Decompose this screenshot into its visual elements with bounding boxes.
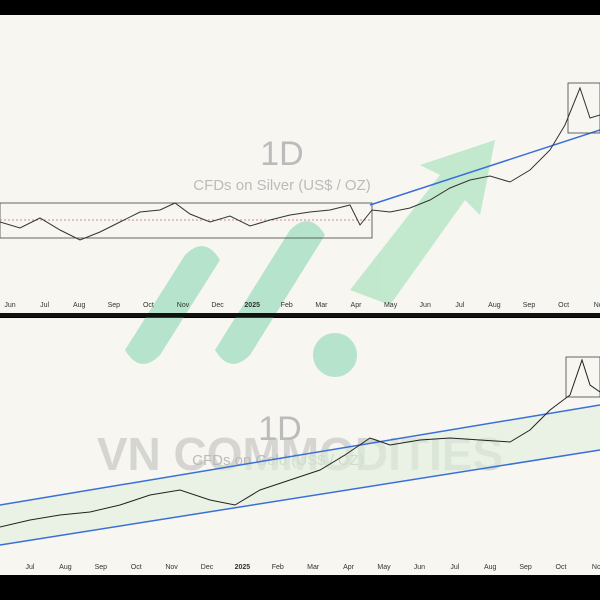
silver-interval: 1D <box>260 135 303 173</box>
month-label: Jul <box>40 302 49 309</box>
month-label: Jul <box>455 302 464 309</box>
month-label: May <box>384 302 398 309</box>
month-label: Jun <box>4 302 15 309</box>
month-label: Nov <box>177 302 190 309</box>
month-label: Mar <box>315 302 328 309</box>
month-label: No <box>592 564 600 571</box>
month-label: Oct <box>558 302 569 309</box>
month-label: Jun <box>420 302 431 309</box>
trend-line <box>369 129 600 206</box>
month-label: Mar <box>307 564 320 571</box>
month-label: Feb <box>281 302 293 309</box>
bottom-bar <box>0 575 600 600</box>
month-label: Jul <box>450 564 459 571</box>
month-label: Nov <box>165 564 178 571</box>
month-label: No <box>594 302 600 309</box>
month-label: 2025 <box>235 564 251 571</box>
silver-title: CFDs on Silver (US$ / OZ) <box>193 177 371 194</box>
top-box <box>565 356 600 398</box>
logo <box>125 140 495 377</box>
month-label: Oct <box>556 564 567 571</box>
month-label: Aug <box>59 564 72 571</box>
month-label: 2025 <box>244 302 260 309</box>
month-label: Oct <box>143 302 154 309</box>
month-label: Sep <box>519 564 532 571</box>
month-label: May <box>377 564 391 571</box>
month-label: Jun <box>414 564 425 571</box>
month-label: Aug <box>73 302 86 309</box>
month-label: Aug <box>484 564 497 571</box>
month-label: Oct <box>131 564 142 571</box>
month-label: Apr <box>343 564 355 571</box>
month-label: Dec <box>211 302 224 309</box>
channel <box>0 405 600 545</box>
month-label: Sep <box>523 302 536 309</box>
month-label: Apr <box>351 302 363 309</box>
month-label: Jul <box>26 564 35 571</box>
channel-top <box>0 404 600 506</box>
silver-panel <box>0 15 600 313</box>
month-label: Sep <box>95 564 108 571</box>
range-box <box>0 202 373 239</box>
month-label: Aug <box>488 302 501 309</box>
gold-interval: 1D <box>258 410 301 448</box>
month-label: Feb <box>272 564 284 571</box>
channel-bottom <box>0 449 600 546</box>
top-box <box>567 82 600 134</box>
silver-price <box>0 86 600 241</box>
month-label: Dec <box>201 564 214 571</box>
gold-price <box>0 358 600 528</box>
month-label: Sep <box>108 302 121 309</box>
